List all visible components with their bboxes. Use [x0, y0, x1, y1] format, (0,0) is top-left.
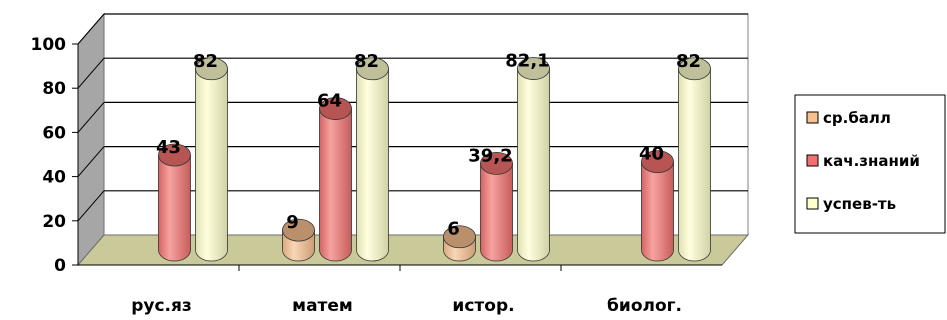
y-tick-label: 0: [54, 256, 66, 276]
data-label: 82: [354, 51, 379, 72]
x-category-label: матем: [292, 296, 353, 316]
gridline-side: [77, 57, 105, 89]
data-label: 64: [317, 91, 342, 112]
y-tick-label: 100: [31, 35, 67, 55]
bar-body: [480, 162, 513, 262]
bar-body: [195, 68, 228, 262]
bar-body: [517, 68, 550, 262]
data-label: 6: [447, 219, 460, 240]
data-label: 40: [639, 144, 664, 165]
bar-top: [356, 57, 389, 81]
legend-label: ср.балл: [823, 109, 891, 127]
bar-top: [319, 97, 352, 120]
bar-top: [678, 57, 711, 81]
gridline-side: [77, 190, 105, 222]
bar-body: [641, 161, 674, 262]
data-label: 39,2: [468, 145, 512, 166]
y-tick-label: 20: [42, 212, 66, 232]
y-tick-label: 40: [42, 168, 66, 188]
x-category-label: истор.: [452, 296, 514, 316]
data-label: 43: [156, 137, 181, 158]
bar-успев-ть-биолог.: [678, 57, 711, 262]
bar-успев-ть-рус.яз: [195, 57, 228, 262]
bar-кач.знаний-биолог.: [641, 150, 674, 262]
data-label: 9: [286, 212, 299, 233]
legend-label: кач.знаний: [823, 152, 920, 170]
data-label: 82: [193, 51, 218, 72]
data-label: 82: [676, 51, 701, 72]
legend-swatch: [806, 197, 819, 210]
gridline-side: [77, 102, 105, 133]
x-category-label: рус.яз: [131, 296, 192, 316]
bar-top: [480, 151, 513, 175]
y-tick-label: 80: [42, 79, 66, 99]
gridline-side: [77, 146, 105, 177]
bar-успев-ть-матем: [356, 57, 389, 262]
bar-body: [356, 68, 389, 262]
bar-кач.знаний-рус.яз: [158, 143, 191, 262]
bar-top: [641, 150, 674, 174]
bar-кач.знаний-матем: [319, 97, 352, 262]
side-wall: [77, 12, 105, 267]
bar-ср.балл-истор.: [443, 225, 476, 262]
bar-успев-ть-истор.: [517, 57, 550, 262]
legend-box: [794, 94, 946, 234]
bar-top: [443, 225, 476, 249]
legend-swatch: [806, 111, 819, 124]
bar-top: [195, 57, 228, 81]
bar-top: [158, 143, 191, 167]
bar-body: [678, 68, 711, 262]
bar-body: [158, 154, 191, 262]
bar-кач.знаний-истор.: [480, 151, 513, 262]
gridline-side: [77, 13, 105, 45]
legend-label: успев-ть: [823, 195, 896, 213]
bar-ср.балл-матем: [282, 218, 315, 262]
legend-swatch: [806, 154, 819, 167]
data-label: 82,1: [505, 51, 549, 72]
legend: ср.балл кач.знаний успев-ть: [794, 94, 946, 234]
bar-top: [517, 57, 550, 80]
bar-body: [319, 108, 352, 262]
bar-top: [282, 218, 315, 242]
y-tick-label: 60: [42, 123, 66, 143]
x-category-label: биолог.: [607, 296, 682, 316]
